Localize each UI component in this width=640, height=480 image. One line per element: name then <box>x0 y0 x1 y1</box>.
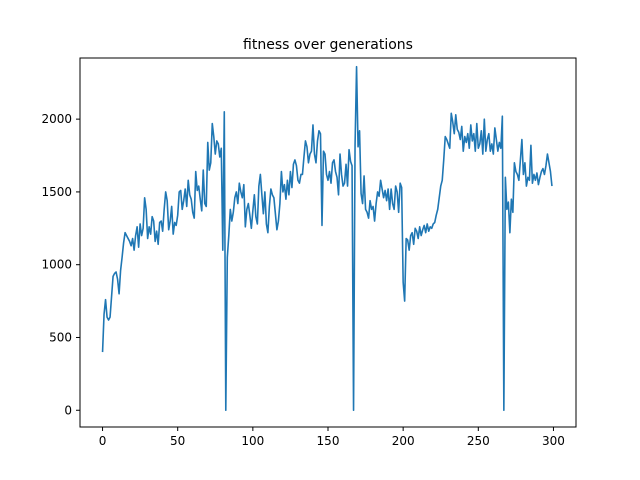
x-tick-label: 150 <box>317 434 340 448</box>
x-tick-label: 100 <box>241 434 264 448</box>
series-line-0 <box>101 65 553 412</box>
y-tick-label: 1500 <box>41 185 72 199</box>
axes-frame <box>79 57 577 428</box>
x-tick-label: 250 <box>467 434 490 448</box>
chart-title: fitness over generations <box>243 37 413 53</box>
y-tick-label: 500 <box>49 330 72 344</box>
x-tick-label: 200 <box>392 434 415 448</box>
x-axis: 0 50 100 150 200 250 300 <box>99 427 565 448</box>
y-tick-label: 2000 <box>41 112 72 126</box>
y-axis: 0 500 1000 1500 2000 <box>41 112 80 417</box>
x-tick-label: 50 <box>170 434 185 448</box>
y-tick-label: 1000 <box>41 258 72 272</box>
x-tick-label: 300 <box>542 434 565 448</box>
x-tick-label: 0 <box>99 434 107 448</box>
y-tick-label: 0 <box>64 403 72 417</box>
plot-area <box>101 65 553 412</box>
